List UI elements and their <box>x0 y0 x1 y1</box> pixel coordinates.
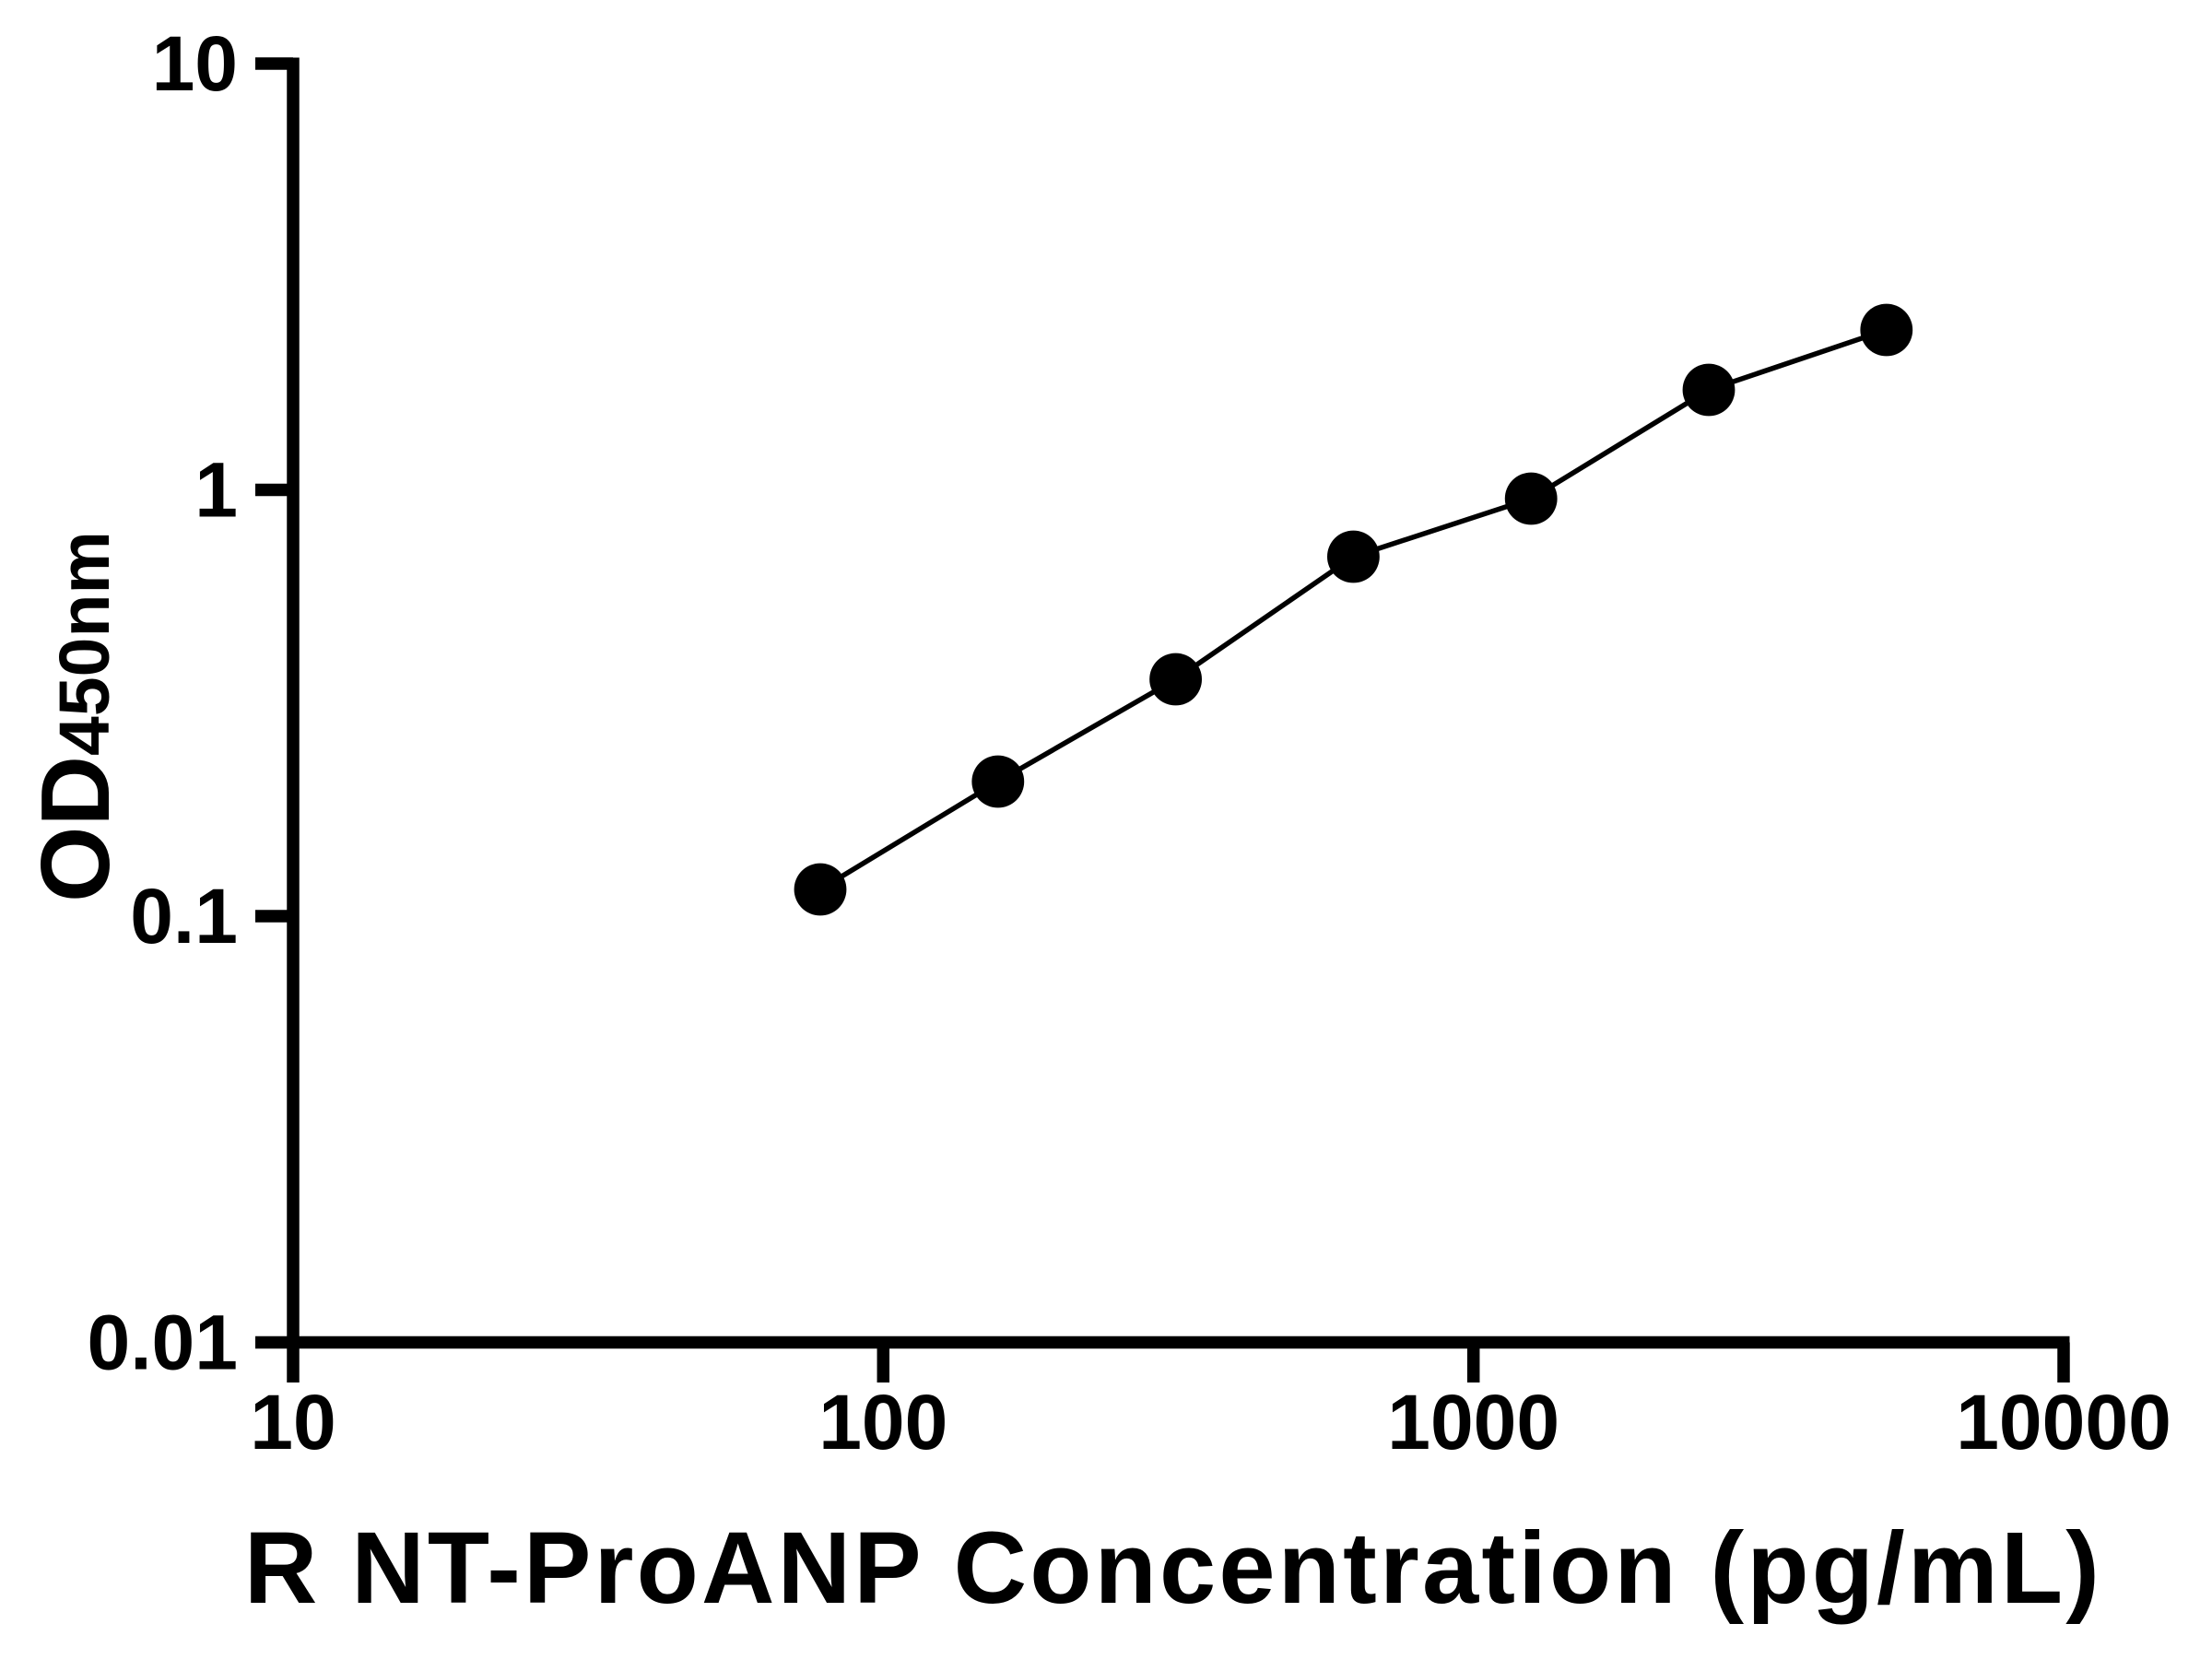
svg-text:1: 1 <box>194 447 238 534</box>
svg-text:0.1: 0.1 <box>130 873 238 959</box>
svg-text:0.01: 0.01 <box>88 1300 239 1386</box>
svg-text:10: 10 <box>250 1379 335 1465</box>
svg-text:1000: 1000 <box>1387 1379 1559 1465</box>
svg-text:R NT-ProANP Concentration (pg/: R NT-ProANP Concentration (pg/mL) <box>244 1512 2102 1625</box>
svg-text:10: 10 <box>152 20 238 107</box>
svg-text:100: 100 <box>818 1379 947 1465</box>
svg-text:10000: 10000 <box>1956 1379 2171 1465</box>
